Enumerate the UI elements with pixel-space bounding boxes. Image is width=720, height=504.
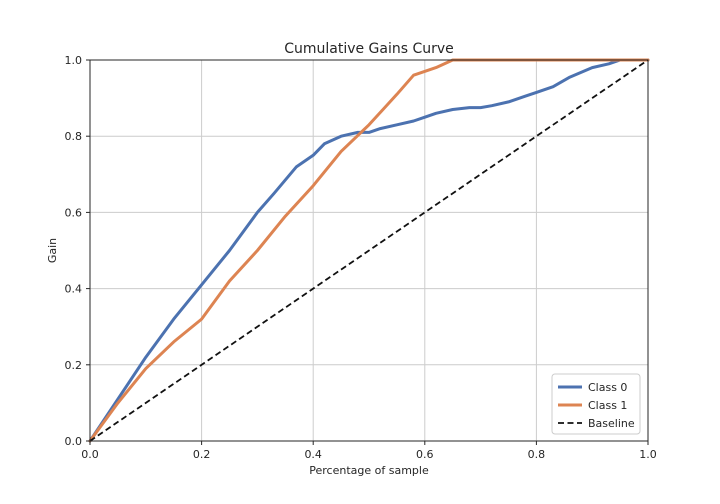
chart-title: Cumulative Gains Curve xyxy=(284,41,454,57)
y-tick-label: 1.0 xyxy=(65,54,83,67)
series-line-class-1 xyxy=(88,58,650,443)
legend-entry: Class 0 xyxy=(588,381,627,394)
y-tick-label: 0.4 xyxy=(65,283,83,296)
y-tick-label: 0.0 xyxy=(65,435,83,448)
series-lines xyxy=(88,58,650,443)
legend-box xyxy=(551,373,641,435)
axis-ticks: 0.0 0.2 0.4 0.6 0.8 1.0 0.0 0.2 0.4 0.6 0.8 1.0 xyxy=(65,54,657,461)
x-tick-label: 1.0 xyxy=(639,448,657,461)
legend-entry: Baseline xyxy=(588,417,635,430)
x-tick-label: 0.2 xyxy=(193,448,211,461)
y-tick-label: 0.8 xyxy=(65,130,83,143)
legend: Class 0 Class 1 Baseline xyxy=(551,373,641,435)
x-axis-label: Percentage of sample xyxy=(309,464,429,477)
plot-frame xyxy=(89,59,649,442)
legend-entry: Class 1 xyxy=(588,399,627,412)
series-line-class-0 xyxy=(88,58,650,443)
x-tick-label: 0.8 xyxy=(528,448,546,461)
y-tick-label: 0.6 xyxy=(65,206,83,219)
grid-lines xyxy=(89,59,649,442)
x-tick-label: 0.0 xyxy=(81,448,99,461)
x-tick-label: 0.6 xyxy=(416,448,434,461)
series-line-baseline xyxy=(89,59,649,442)
y-axis-label: Gain xyxy=(46,238,59,263)
y-tick-label: 0.2 xyxy=(65,359,83,372)
x-tick-label: 0.4 xyxy=(304,448,322,461)
